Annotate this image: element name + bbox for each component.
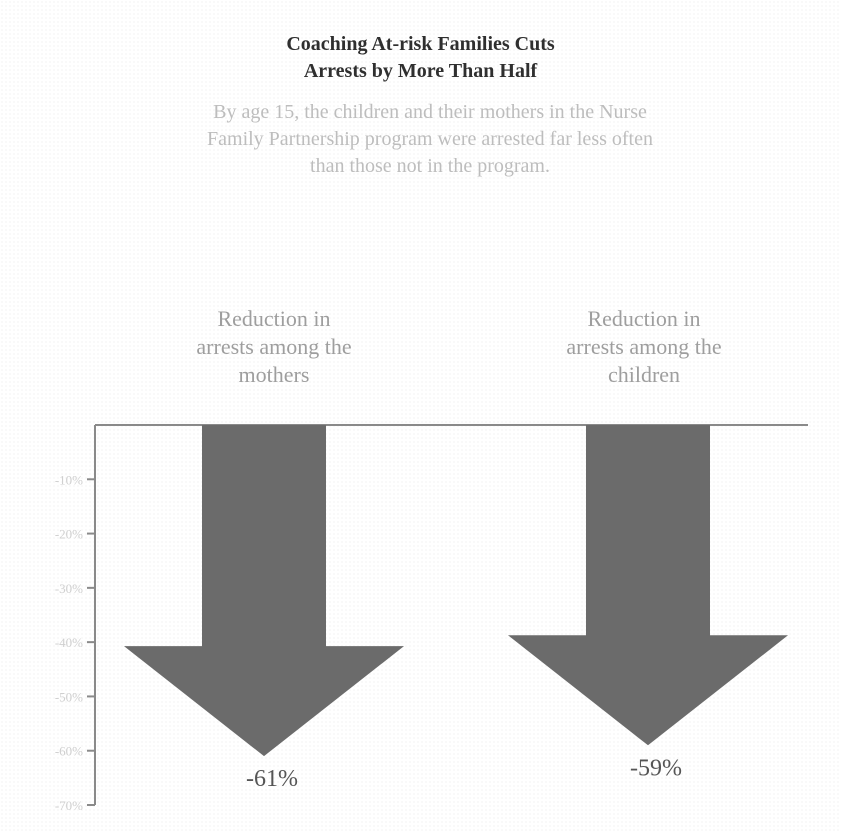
- y-tick-label: -50%: [55, 689, 83, 704]
- category-label-mothers-line-3: mothers: [238, 362, 310, 387]
- y-tick-label: -20%: [55, 527, 83, 542]
- y-tick-label: -40%: [55, 635, 83, 650]
- chart-subtitle-line-2: Family Partnership program were arrested…: [207, 128, 653, 150]
- category-label-children-line-1: Reduction in: [587, 306, 701, 331]
- y-tick-label: -60%: [55, 744, 83, 759]
- arrow-bar: [124, 425, 404, 757]
- y-tick-label: -30%: [55, 581, 83, 596]
- value-label: -61%: [246, 766, 298, 792]
- chart-title-line-1: Coaching At-risk Families Cuts: [286, 33, 555, 55]
- chart-title-line-2: Arrests by More Than Half: [303, 60, 538, 82]
- category-label-children: Reduction in arrests among the children: [524, 305, 764, 389]
- y-tick-label: -10%: [55, 472, 83, 487]
- value-label: -59%: [630, 755, 682, 781]
- chart-subtitle-line-3: than those not in the program.: [310, 155, 550, 177]
- arrow-bar: [508, 425, 788, 746]
- category-label-children-line-3: children: [607, 362, 681, 387]
- category-label-mothers: Reduction in arrests among the mothers: [154, 305, 394, 389]
- category-label-mothers-line-2: arrests among the: [196, 334, 352, 359]
- y-tick-label: -70%: [55, 798, 83, 813]
- category-label-mothers-line-1: Reduction in: [217, 306, 331, 331]
- chart-subtitle-line-1: By age 15, the children and their mother…: [213, 101, 647, 123]
- category-label-children-line-2: arrests among the: [566, 334, 722, 359]
